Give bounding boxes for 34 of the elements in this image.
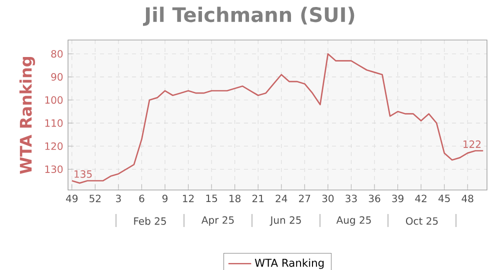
text: Feb 25 (134, 217, 166, 225)
y-tick-label: 110 (45, 119, 63, 127)
y-tick-label: 130 (45, 165, 63, 174)
annotation: 122 (464, 140, 480, 148)
x-tick-label: 21 (252, 194, 264, 202)
y-tick-label: 100 (45, 96, 63, 104)
x-tick-label: 49 (66, 194, 78, 202)
x-tick-label: 39 (392, 194, 404, 202)
legend-label: WTA Ranking (254, 258, 324, 269)
x-tick-label: 36 (368, 194, 380, 202)
x-tick-label: 24 (276, 194, 288, 202)
x-tick-label: 9 (162, 194, 168, 202)
x-tick-label: 12 (183, 194, 194, 202)
x-tick-label: 3 (116, 194, 121, 202)
x-tick-label: 18 (230, 194, 240, 202)
x-tick-label: 33 (346, 194, 357, 202)
x-tick-label: 30 (322, 194, 334, 202)
x-tick-label: 15 (206, 194, 218, 202)
text: Aug 25 (336, 216, 371, 226)
annotation: 135 (74, 170, 92, 178)
y-tick-label: 120 (45, 142, 63, 150)
chart-title: Jil Teichmann (SUI) (142, 6, 354, 26)
text: Oct 25 (406, 217, 438, 225)
x-tick-label: 6 (139, 194, 144, 202)
y-tick-label: 80 (51, 50, 63, 58)
y-axis-title: WTA Ranking (19, 56, 36, 174)
text: Jun 25 (270, 216, 301, 226)
text: Apr 25 (201, 216, 234, 226)
y-tick-label: 90 (51, 73, 63, 81)
x-tick-label: 45 (438, 194, 450, 202)
x-tick-label: 52 (90, 194, 101, 202)
x-tick-label: 27 (299, 194, 310, 202)
x-tick-label: 48 (462, 194, 474, 202)
x-tick-label: 42 (415, 194, 426, 202)
